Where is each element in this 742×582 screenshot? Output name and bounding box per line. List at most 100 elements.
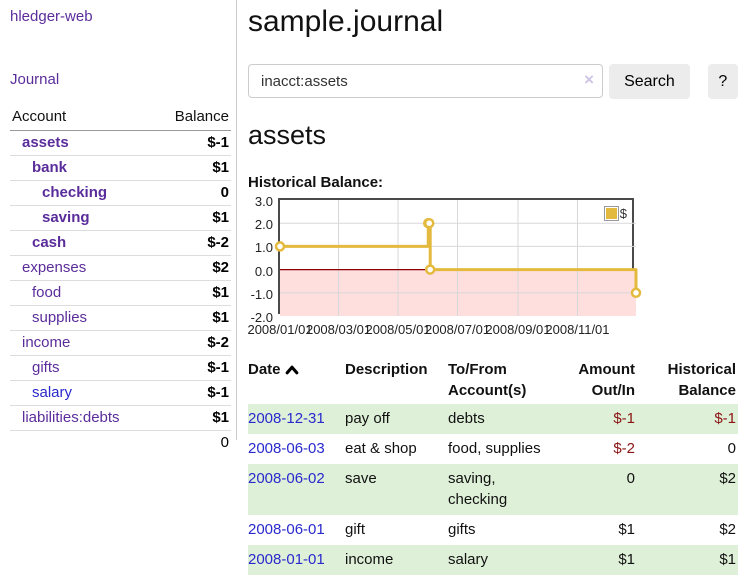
- clear-search-icon[interactable]: ×: [584, 70, 595, 89]
- sidebar-divider: [236, 0, 237, 440]
- x-axis-label: 2008/03/01: [305, 322, 372, 337]
- transaction-amount: $1: [618, 521, 635, 538]
- transaction-accounts: salary: [448, 544, 564, 575]
- transaction-amount: $-2: [613, 439, 635, 457]
- transaction-description: save: [345, 463, 448, 515]
- account-row: salary $-1: [10, 380, 231, 406]
- app-title-link[interactable]: hledger-web: [10, 8, 93, 25]
- account-row: expenses $2: [10, 255, 231, 281]
- accounts-total-spacer: [10, 430, 155, 455]
- legend-label: $: [619, 206, 627, 221]
- search-form: × Search ?: [248, 64, 738, 99]
- legend-swatch-icon: [603, 206, 619, 221]
- transaction-accounts: debts: [448, 404, 564, 434]
- account-row: bank $1: [10, 155, 231, 181]
- sidebar-account-balance: $2: [154, 255, 231, 281]
- account-row: food $1: [10, 280, 231, 306]
- transaction-date-link[interactable]: 2008-06-02: [248, 469, 325, 487]
- transaction-balance: $1: [643, 544, 738, 575]
- transaction-amount: 0: [564, 463, 643, 515]
- sidebar-account-balance: $1: [154, 205, 231, 231]
- transaction-balance: $2: [643, 463, 738, 515]
- sidebar-account-balance: $-1: [154, 130, 231, 156]
- sidebar-account-balance: $1: [154, 305, 231, 331]
- register-row: 2008-06-02 save saving, checking 0 $2: [248, 463, 738, 515]
- y-axis-label: 1.0: [254, 240, 273, 256]
- account-row: assets $-1: [10, 130, 231, 156]
- sidebar-account-balance: $-2: [154, 330, 231, 356]
- register-row: 2008-06-01 gift gifts $1 $2: [248, 515, 738, 545]
- transaction-balance: 0: [727, 439, 736, 457]
- sidebar-account-link-salary[interactable]: salary: [32, 384, 73, 401]
- register-header-amount[interactable]: Amount Out/In: [578, 361, 635, 399]
- sidebar-account-link-checking[interactable]: checking: [42, 184, 108, 201]
- transaction-amount: $-1: [564, 404, 643, 434]
- x-axis-label: 2008/07/01: [424, 322, 491, 337]
- transaction-date-link[interactable]: 2008-01-01: [248, 550, 325, 568]
- register-header-accounts[interactable]: To/From Account(s): [448, 361, 527, 399]
- account-row: income $-2: [10, 330, 231, 356]
- accounts-header-row: Account Balance: [10, 105, 231, 131]
- transaction-balance: $2: [719, 521, 736, 538]
- help-button[interactable]: ?: [707, 64, 738, 99]
- register-row: 2008-06-03 eat & shop food, supplies $-2 0: [248, 434, 738, 464]
- search-button[interactable]: Search: [609, 64, 690, 99]
- sidebar-account-link-gifts[interactable]: gifts: [32, 359, 60, 376]
- register-header-balance[interactable]: Historical Balance: [667, 361, 736, 399]
- transaction-description: eat & shop: [345, 439, 417, 457]
- x-axis-label: 2008/09/01: [485, 322, 551, 337]
- account-row: saving $1: [10, 205, 231, 231]
- register-row: 2008-01-01 income salary $1 $1: [248, 544, 738, 575]
- transaction-date-link[interactable]: 2008-06-01: [248, 521, 325, 538]
- register-header-description[interactable]: Description: [345, 361, 428, 378]
- sidebar-account-link-cash[interactable]: cash: [32, 234, 67, 251]
- accounts-total-row: 0: [10, 430, 231, 455]
- accounts-header-account: Account: [10, 105, 155, 131]
- account-row: cash $-2: [10, 230, 231, 256]
- sidebar-account-link-supplies[interactable]: supplies: [32, 309, 88, 326]
- x-axis-label: 2008/01/01: [247, 322, 313, 337]
- account-row: checking 0: [10, 180, 231, 206]
- transaction-date-link[interactable]: 2008-06-03: [248, 439, 325, 457]
- account-row: liabilities:debts $1: [10, 405, 231, 431]
- search-input[interactable]: [248, 64, 604, 98]
- sidebar-account-link-assets[interactable]: assets: [22, 134, 69, 151]
- sidebar-account-link-bank[interactable]: bank: [32, 159, 68, 176]
- sidebar-account-balance: 0: [154, 180, 231, 206]
- sidebar-account-balance: $1: [154, 280, 231, 306]
- register-header-date[interactable]: Date: [248, 356, 345, 404]
- register-row: 2008-12-31 pay off debts $-1 $-1: [248, 404, 738, 434]
- account-row: gifts $-1: [10, 355, 231, 381]
- sort-asc-icon: [285, 365, 298, 375]
- sidebar-account-link-liabilities-debts[interactable]: liabilities:debts: [22, 409, 120, 426]
- sidebar-account-link-income[interactable]: income: [22, 334, 71, 351]
- transaction-accounts: food, supplies: [448, 439, 541, 457]
- sidebar-account-balance: $-1: [154, 380, 231, 406]
- y-axis-label: -2.0: [250, 310, 273, 325]
- chart-canvas: [274, 200, 642, 316]
- chart-title: Historical Balance:: [248, 174, 384, 191]
- accounts-total-balance: 0: [154, 430, 231, 455]
- sidebar-account-balance: $1: [154, 155, 231, 181]
- sidebar-account-link-expenses[interactable]: expenses: [22, 259, 87, 276]
- search-input-wrap: ×: [248, 64, 604, 99]
- sidebar-item-journal[interactable]: Journal: [10, 71, 60, 88]
- sidebar-account-link-food[interactable]: food: [32, 284, 62, 301]
- chart-legend: $: [603, 206, 627, 221]
- page-title: sample.journal: [248, 5, 444, 38]
- sidebar-account-link-saving[interactable]: saving: [42, 209, 90, 226]
- transaction-balance: $-1: [643, 404, 738, 434]
- chart-plot-area: $: [274, 198, 642, 316]
- balance-chart: $ 3.0 2.0 1.0 0.0 -1.0 -2.0 2008/01/01 2008/03/…: [247, 194, 738, 340]
- y-axis-label: 2.0: [254, 217, 273, 233]
- register-header-row: Date Description To/From Account(s) Amou…: [248, 356, 738, 404]
- x-axis-label: 2008/11/01: [545, 322, 610, 337]
- transaction-accounts: gifts: [448, 521, 476, 538]
- y-axis-label: 0.0: [254, 263, 273, 279]
- transaction-accounts: saving, checking: [448, 463, 564, 515]
- register-table: Date Description To/From Account(s) Amou…: [248, 356, 738, 575]
- account-row: supplies $1: [10, 305, 231, 331]
- transaction-date-link[interactable]: 2008-12-31: [248, 410, 325, 427]
- y-axis-label: 3.0: [254, 194, 273, 209]
- transaction-description: income: [345, 544, 448, 575]
